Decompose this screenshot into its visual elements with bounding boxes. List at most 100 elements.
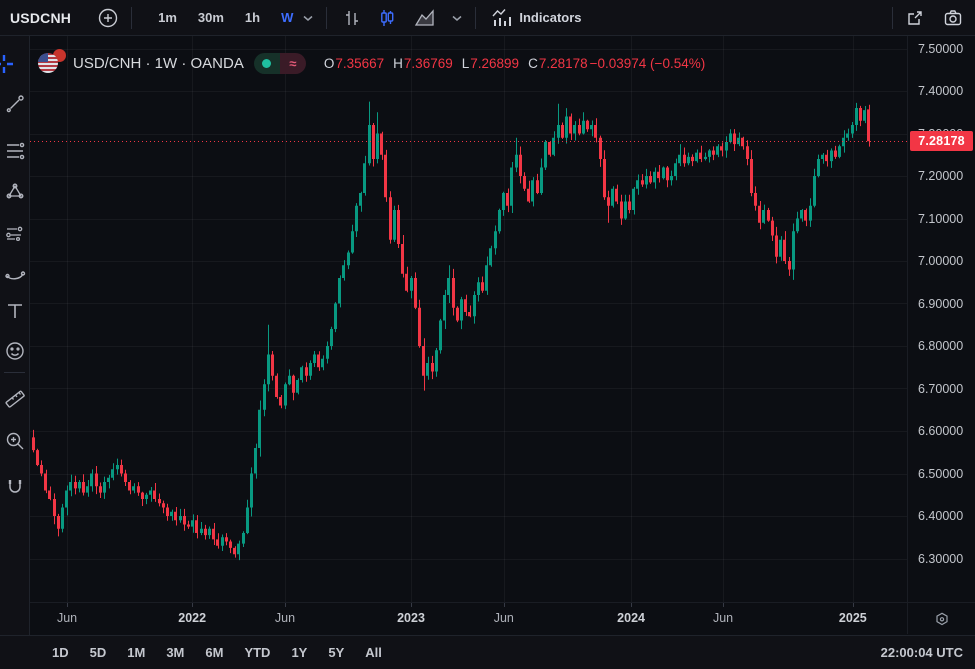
time-axis-tick — [192, 603, 193, 607]
bar-pattern-icon — [346, 10, 359, 25]
crosshair-tool[interactable] — [0, 53, 15, 75]
pattern-tool[interactable] — [4, 180, 26, 202]
plus-circle-icon — [98, 8, 118, 27]
camera-icon — [944, 9, 962, 25]
bar-pattern-button[interactable] — [341, 7, 363, 29]
toolbar-separator — [131, 6, 133, 29]
time-axis-label: Jun — [493, 611, 514, 625]
range-button-1M[interactable]: 1M — [127, 645, 146, 660]
area-chart-icon — [415, 8, 435, 26]
arc-brush-icon — [5, 271, 26, 280]
time-axis-label: Jun — [56, 611, 78, 625]
price-axis-label: 6.60000 — [918, 424, 964, 438]
drawing-toolbar — [0, 36, 30, 669]
text-tool[interactable] — [4, 300, 26, 322]
time-axis-label: Jun — [712, 611, 734, 625]
forecast-icon — [6, 226, 23, 242]
range-button-5Y[interactable]: 5Y — [328, 645, 345, 660]
fib-retracement-icon — [7, 142, 25, 160]
ohlc-o: O7.35667 — [323, 55, 385, 71]
trend-line-icon — [6, 95, 24, 113]
range-button-YTD[interactable]: YTD — [244, 645, 271, 660]
chart-title[interactable]: USD/CNH · 1W · OANDA — [73, 54, 244, 72]
approx-price-badge[interactable]: ≈ — [279, 52, 306, 74]
range-button-All[interactable]: All — [365, 645, 382, 660]
clock[interactable]: 22:00:04 UTC — [880, 645, 963, 660]
ohlc-l: L7.26899 — [461, 55, 520, 71]
share-button[interactable] — [905, 8, 925, 28]
interval-button-30m[interactable]: 30m — [197, 10, 224, 25]
date-range-group: 1D 5D 1M 3M 6M YTD 1Y 5Y All — [52, 645, 382, 660]
time-axis-tick — [411, 603, 412, 607]
magnifier-plus-icon — [6, 432, 24, 450]
range-button-6M[interactable]: 6M — [205, 645, 224, 660]
price-axis-label: 7.20000 — [918, 169, 964, 183]
indicators-label: Indicators — [519, 10, 582, 25]
interval-menu-button[interactable] — [302, 14, 314, 22]
ohlc-values: O7.35667 H7.36769 L7.26899 C7.28178 — [324, 56, 588, 71]
range-button-3M[interactable]: 3M — [166, 645, 185, 660]
price-axis-label: 6.30000 — [918, 551, 964, 566]
price-axis-label: 7.50000 — [918, 41, 964, 56]
area-style-button[interactable] — [413, 7, 437, 29]
fib-retracement-tool[interactable] — [4, 140, 26, 162]
toolbar-separator — [475, 6, 477, 29]
style-menu-button[interactable] — [451, 14, 463, 22]
interval-button-W[interactable]: W — [281, 10, 294, 25]
time-axis-tick — [285, 603, 286, 607]
price-axis-label: 6.70000 — [918, 381, 964, 396]
interval-group: 1m 30m 1h W — [158, 10, 293, 25]
chart-style-group — [341, 7, 463, 29]
sidebar-divider — [4, 372, 25, 373]
toolbar-separator — [326, 6, 328, 29]
forecast-tool[interactable] — [4, 222, 26, 244]
smiley-icon — [6, 342, 24, 360]
candles-style-button[interactable] — [377, 7, 399, 29]
last-price-tag: 7.28178 — [910, 131, 973, 152]
indicators-button[interactable]: Indicators — [490, 7, 582, 29]
screenshot-button[interactable] — [943, 8, 963, 28]
time-axis-label: 2025 — [838, 611, 867, 625]
price-axis-label: 6.80000 — [918, 339, 964, 353]
symbol-button[interactable]: USDCNH — [10, 9, 72, 26]
price-axis[interactable]: 7.28178 7.500007.400007.300007.200007.10… — [907, 36, 975, 602]
emoji-tool[interactable] — [4, 340, 26, 362]
crosshair-icon — [0, 55, 13, 73]
footer-corner — [0, 635, 30, 669]
price-axis-label: 7.00000 — [918, 254, 964, 268]
interval-button-1m[interactable]: 1m — [158, 10, 177, 25]
trend-line-tool[interactable] — [4, 93, 26, 115]
magnet-tool[interactable] — [4, 476, 26, 498]
axis-corner — [907, 602, 975, 634]
zoom-in-tool[interactable] — [4, 430, 26, 452]
interval-button-1h[interactable]: 1h — [244, 10, 261, 25]
chart-settings-icon[interactable] — [933, 610, 951, 628]
price-axis-label: 6.40000 — [918, 509, 964, 523]
time-axis-tick — [631, 603, 632, 607]
top-toolbar: USDCNH 1m 30m 1h W — [0, 0, 975, 36]
market-status-toggle[interactable]: ≈ — [253, 52, 306, 74]
range-button-1Y[interactable]: 1Y — [291, 645, 308, 660]
range-button-1D[interactable]: 1D — [52, 645, 69, 660]
compare-add-button[interactable] — [97, 7, 119, 29]
chart-legend: USD/CNH · 1W · OANDA ≈ O7.35667 H7.36769 L… — [38, 49, 706, 76]
status-dot-icon — [262, 58, 272, 68]
brush-tool[interactable] — [4, 262, 26, 284]
visibility-toggle[interactable] — [253, 52, 280, 74]
time-axis-tick — [853, 603, 854, 607]
time-axis[interactable]: Jun 2022 Jun 2023 Jun 2024 Jun 2025 — [30, 602, 907, 634]
chevron-down-icon — [303, 15, 313, 21]
range-button-5D[interactable]: 5D — [89, 645, 107, 660]
measure-tool[interactable] — [4, 386, 26, 408]
time-axis-label: 2022 — [178, 611, 207, 625]
toolbar-separator — [892, 6, 893, 29]
change-value: −0.03974 (−0.54%) — [589, 55, 706, 71]
magnet-icon — [8, 480, 22, 493]
price-axis-label: 6.50000 — [918, 466, 964, 481]
time-axis-tick — [504, 603, 505, 607]
time-axis-label: 2024 — [617, 611, 645, 625]
candlestick-chart[interactable] — [30, 36, 907, 602]
topbar-right-group — [880, 6, 963, 29]
xabcd-pattern-icon — [6, 183, 24, 199]
